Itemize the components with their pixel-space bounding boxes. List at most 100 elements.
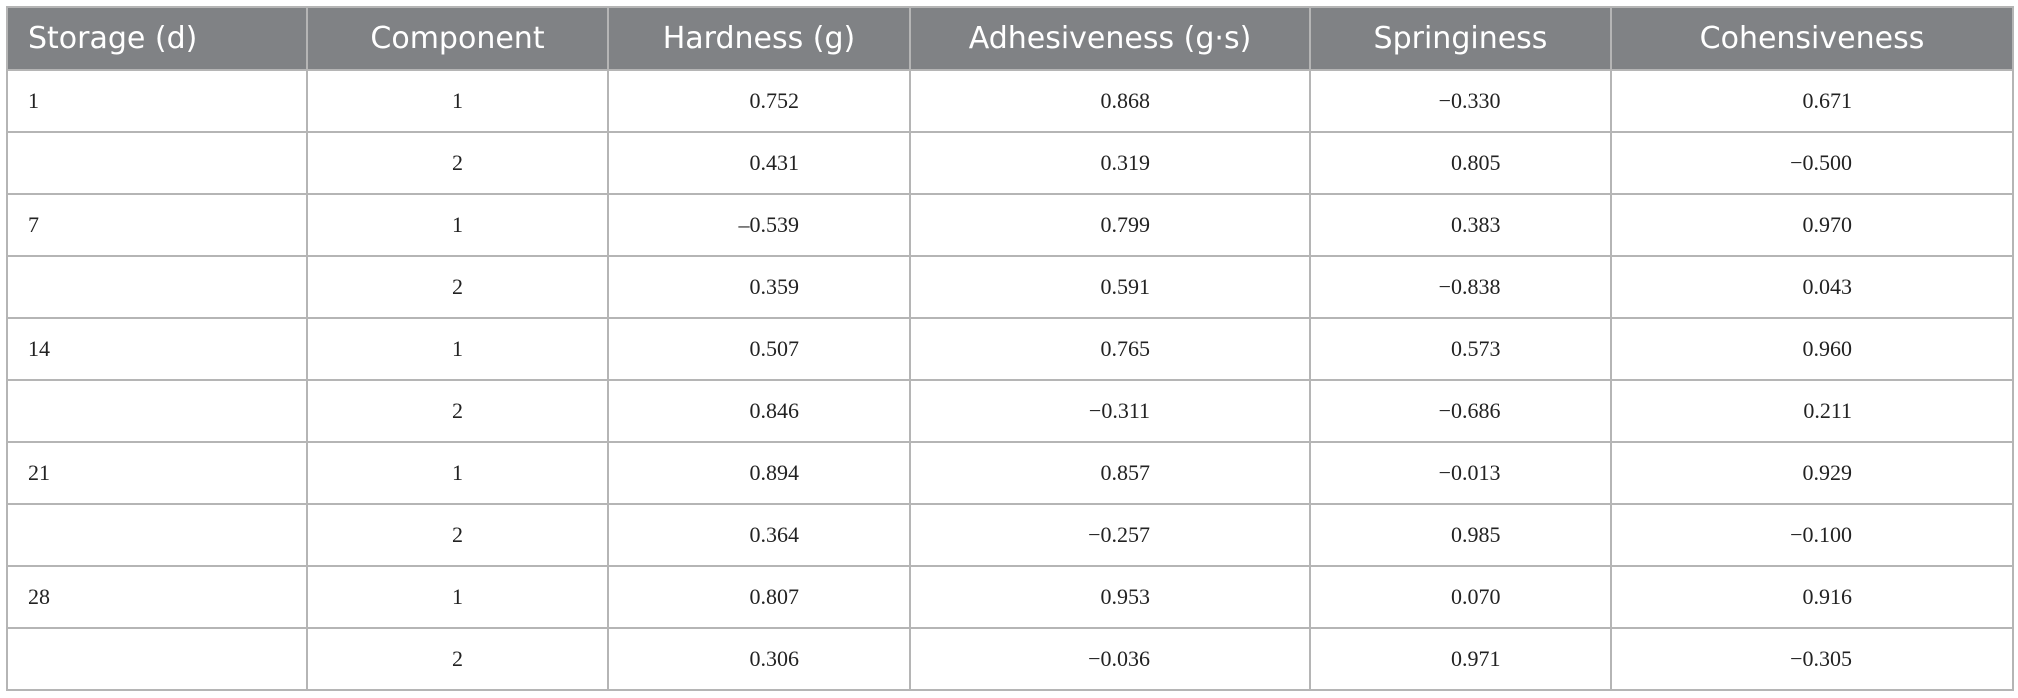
- table-cell: 0.805: [1309, 131, 1612, 195]
- cell-value: 0.070: [1451, 584, 1501, 609]
- cell-value: −0.686: [1438, 398, 1501, 423]
- cell-value: 0.916: [1802, 584, 1853, 609]
- table-cell: 0.868: [909, 69, 1311, 133]
- table-row: 28 1 0.807 0.953 0.070 0.916: [6, 565, 2014, 629]
- table-cell: −0.500: [1610, 131, 2014, 195]
- column-header: Adhesiveness (g·s): [909, 6, 1311, 71]
- table-cell: −0.100: [1610, 503, 2014, 567]
- table-cell: 14: [6, 317, 308, 381]
- table-cell: –0.539: [607, 193, 911, 257]
- cell-value: −0.838: [1438, 274, 1501, 299]
- table-cell: [6, 131, 308, 195]
- column-header: Springiness: [1309, 6, 1612, 71]
- table-cell: 0.765: [909, 317, 1311, 381]
- table-cell: 0.319: [909, 131, 1311, 195]
- column-header: Hardness (g): [607, 6, 911, 71]
- cell-value: 0.799: [1100, 212, 1151, 237]
- data-table: Storage (d) Component Hardness (g) Adhesive…: [6, 6, 2014, 691]
- table-cell: [6, 627, 308, 691]
- table-row: 14 1 0.507 0.765 0.573 0.960: [6, 317, 2014, 381]
- cell-value: 0.306: [749, 646, 800, 671]
- cell-value: 0.431: [749, 150, 800, 175]
- table-cell: −0.013: [1309, 441, 1612, 505]
- table-row: 1 1 0.752 0.868 −0.330 0.671: [6, 69, 2014, 133]
- table-cell: 0.953: [909, 565, 1311, 629]
- cell-value: −0.013: [1438, 460, 1501, 485]
- table-cell: 0.971: [1309, 627, 1612, 691]
- cell-value: 0.970: [1802, 212, 1853, 237]
- cell-value: 0.857: [1100, 460, 1151, 485]
- table-container: Storage (d) Component Hardness (g) Adhesive…: [6, 6, 2014, 691]
- cell-value: 0.359: [749, 274, 800, 299]
- cell-value: 0.319: [1100, 150, 1151, 175]
- table-cell: 0.383: [1309, 193, 1612, 257]
- table-cell: −0.311: [909, 379, 1311, 443]
- table-cell: 0.070: [1309, 565, 1612, 629]
- table-cell: −0.838: [1309, 255, 1612, 319]
- table-cell: 0.857: [909, 441, 1311, 505]
- cell-value: −0.036: [1088, 646, 1150, 671]
- cell-value: 0.364: [749, 522, 800, 547]
- table-row: 2 0.364 −0.257 0.985 −0.100: [6, 503, 2014, 567]
- table-cell: 0.507: [607, 317, 911, 381]
- table-cell: 1: [306, 69, 609, 133]
- cell-value: 0.752: [749, 88, 800, 113]
- cell-value: 0.894: [749, 460, 800, 485]
- table-cell: −0.330: [1309, 69, 1612, 133]
- table-cell: 2: [306, 627, 609, 691]
- table-cell: 28: [6, 565, 308, 629]
- cell-value: −0.305: [1790, 646, 1852, 671]
- table-cell: 1: [306, 317, 609, 381]
- table-cell: −0.305: [1610, 627, 2014, 691]
- cell-value: 0.043: [1802, 274, 1853, 299]
- cell-value: 0.846: [749, 398, 800, 423]
- table-row: 7 1 –0.539 0.799 0.383 0.970: [6, 193, 2014, 257]
- table-body: 1 1 0.752 0.868 −0.330 0.671 2 0.431 0.319 0.805−…: [6, 69, 2014, 691]
- table-cell: 1: [306, 565, 609, 629]
- cell-value: 0.807: [749, 584, 800, 609]
- cell-value: 0.985: [1451, 522, 1501, 547]
- table-cell: 0.043: [1610, 255, 2014, 319]
- table-cell: 0.573: [1309, 317, 1612, 381]
- table-row: 2 0.846 −0.311 −0.686 0.211: [6, 379, 2014, 443]
- cell-value: 0.671: [1802, 88, 1853, 113]
- table-cell: 0.894: [607, 441, 911, 505]
- table-cell: 2: [306, 379, 609, 443]
- table-cell: 21: [6, 441, 308, 505]
- table-row: 21 1 0.894 0.857 −0.013 0.929: [6, 441, 2014, 505]
- table-cell: −0.036: [909, 627, 1311, 691]
- table-cell: 0.807: [607, 565, 911, 629]
- table-row: 2 0.359 0.591 −0.838 0.043: [6, 255, 2014, 319]
- cell-value: 0.805: [1451, 150, 1501, 175]
- table-cell: 0.985: [1309, 503, 1612, 567]
- table-cell: 0.671: [1610, 69, 2014, 133]
- table-cell: 7: [6, 193, 308, 257]
- table-cell: 0.211: [1610, 379, 2014, 443]
- table-row: 2 0.306 −0.036 0.971 −0.305: [6, 627, 2014, 691]
- table-cell: 2: [306, 503, 609, 567]
- cell-value: −0.100: [1790, 522, 1852, 547]
- table-cell: 0.846: [607, 379, 911, 443]
- cell-value: −0.500: [1790, 150, 1852, 175]
- cell-value: 0.953: [1100, 584, 1151, 609]
- table-cell: 0.306: [607, 627, 911, 691]
- cell-value: 0.765: [1100, 336, 1151, 361]
- cell-value: 0.960: [1802, 336, 1853, 361]
- table-cell: 2: [306, 255, 609, 319]
- table-cell: 1: [6, 69, 308, 133]
- table-cell: 0.364: [607, 503, 911, 567]
- cell-value: −0.330: [1438, 88, 1501, 113]
- table-cell: 0.799: [909, 193, 1311, 257]
- cell-value: −0.311: [1088, 398, 1150, 423]
- table-cell: 1: [306, 441, 609, 505]
- table-row: 2 0.431 0.319 0.805 −0.500: [6, 131, 2014, 195]
- table-cell: [6, 379, 308, 443]
- column-header: Storage (d): [6, 6, 308, 71]
- column-header: Component: [306, 6, 609, 71]
- table-cell: 1: [306, 193, 609, 257]
- table-cell: 0.970: [1610, 193, 2014, 257]
- table-cell: −0.257: [909, 503, 1311, 567]
- table-cell: 0.929: [1610, 441, 2014, 505]
- table-cell: [6, 255, 308, 319]
